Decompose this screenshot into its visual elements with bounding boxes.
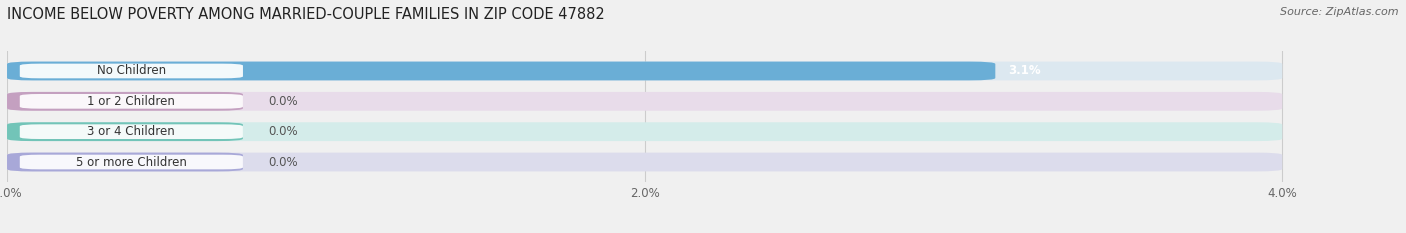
FancyBboxPatch shape [20, 155, 243, 169]
FancyBboxPatch shape [7, 122, 1282, 141]
FancyBboxPatch shape [7, 62, 995, 80]
FancyBboxPatch shape [7, 153, 243, 171]
Text: Source: ZipAtlas.com: Source: ZipAtlas.com [1281, 7, 1399, 17]
Text: 3 or 4 Children: 3 or 4 Children [87, 125, 176, 138]
FancyBboxPatch shape [7, 92, 243, 111]
FancyBboxPatch shape [20, 64, 243, 78]
Text: 0.0%: 0.0% [269, 95, 298, 108]
Text: INCOME BELOW POVERTY AMONG MARRIED-COUPLE FAMILIES IN ZIP CODE 47882: INCOME BELOW POVERTY AMONG MARRIED-COUPL… [7, 7, 605, 22]
Text: 3.1%: 3.1% [1008, 65, 1040, 78]
Text: 1 or 2 Children: 1 or 2 Children [87, 95, 176, 108]
Text: 5 or more Children: 5 or more Children [76, 155, 187, 168]
Text: No Children: No Children [97, 65, 166, 78]
FancyBboxPatch shape [7, 153, 1282, 171]
FancyBboxPatch shape [7, 92, 1282, 111]
Text: 0.0%: 0.0% [269, 155, 298, 168]
FancyBboxPatch shape [20, 124, 243, 139]
FancyBboxPatch shape [7, 62, 1282, 80]
FancyBboxPatch shape [20, 94, 243, 109]
FancyBboxPatch shape [7, 122, 243, 141]
Text: 0.0%: 0.0% [269, 125, 298, 138]
